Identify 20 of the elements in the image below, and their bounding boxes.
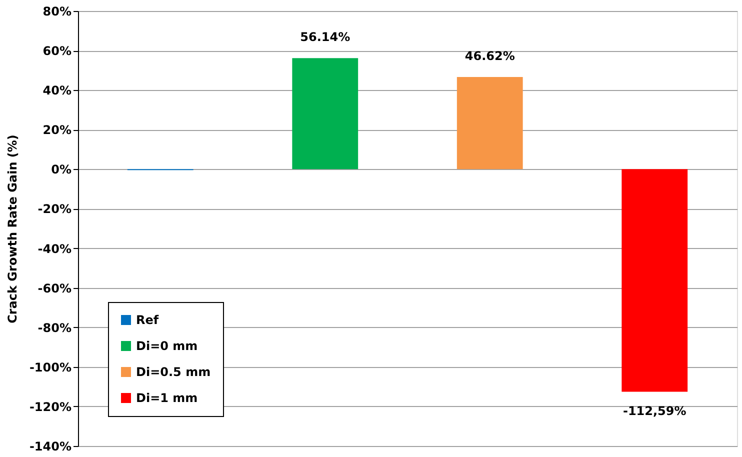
- legend-label: Di=1 mm: [136, 391, 198, 405]
- y-tick-label: -120%: [29, 400, 72, 414]
- y-tick-label: -100%: [29, 360, 72, 374]
- y-tick-label: 0%: [51, 162, 72, 177]
- y-axis-title: Crack Growth Rate Gain (%): [5, 134, 20, 324]
- data-label: 56.14%: [300, 30, 350, 44]
- y-tick-label: 20%: [42, 123, 72, 138]
- legend-label: Ref: [136, 313, 160, 327]
- legend-label: Di=0.5 mm: [136, 365, 211, 379]
- data-label: -112,59%: [622, 404, 686, 418]
- y-tick-label: -20%: [38, 202, 72, 216]
- y-tick-label: -60%: [38, 281, 72, 296]
- y-tick-label: 80%: [42, 4, 72, 18]
- y-tick-label: -80%: [38, 320, 72, 335]
- y-tick-label: 60%: [42, 44, 72, 58]
- legend-label: Di=0 mm: [136, 339, 198, 353]
- data-label: 46.62%: [464, 49, 515, 63]
- y-tick-label: -40%: [38, 242, 72, 256]
- y-tick-label: -140%: [29, 440, 72, 454]
- y-tick-label: 40%: [42, 84, 72, 98]
